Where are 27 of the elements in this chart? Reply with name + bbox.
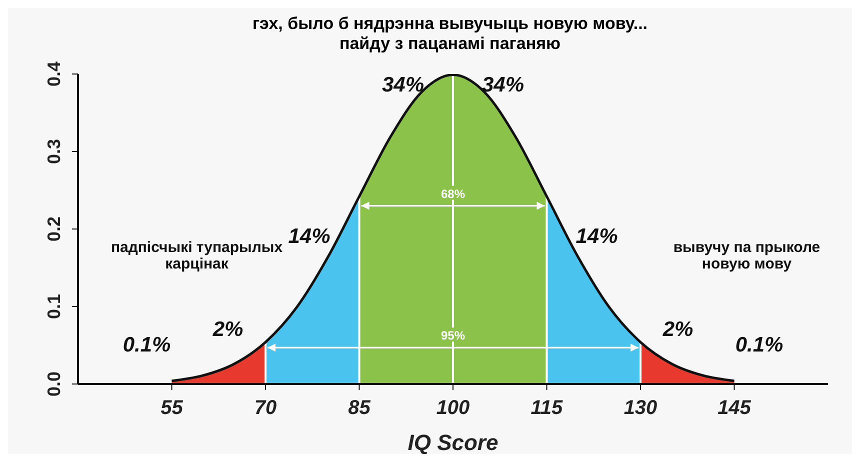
x-tick-label: 55: [160, 397, 184, 419]
annotation: 2%: [662, 317, 694, 340]
annotation: падпісчыкі тупарылых карцінак: [110, 238, 284, 272]
chart-subtitle: пайду з пацанамі паганяю: [338, 34, 562, 54]
y-tick-label: 0.0: [44, 371, 64, 397]
x-tick-label: 100: [436, 397, 470, 419]
y-tick-label: 0.3: [44, 138, 64, 164]
y-tick-label: 0.1: [44, 294, 64, 320]
annotation: 2%: [212, 317, 244, 340]
annotation: 14%: [288, 224, 331, 248]
annotation: 34%: [382, 73, 424, 96]
annotation: 68%: [440, 186, 466, 201]
annotation: 0.1%: [735, 332, 784, 356]
y-tick-label: 0.2: [44, 216, 64, 242]
x-tick-label: 145: [718, 397, 752, 419]
annotation: 34%: [482, 73, 524, 96]
x-tick-label: 85: [348, 397, 372, 419]
annotation: 95%: [440, 328, 466, 343]
y-tick-label: 0.4: [44, 61, 64, 87]
chart-title: гэх, было б нядрэнна вывучыць новую мову...: [251, 14, 649, 34]
annotation: вывучу па прыколе новую мову: [673, 238, 820, 272]
x-axis-title: IQ Score: [408, 430, 498, 455]
x-tick-label: 115: [530, 397, 564, 419]
x-tick-label: 70: [254, 397, 277, 419]
x-tick-label: 130: [624, 397, 658, 419]
annotation: 0.1%: [122, 332, 172, 356]
annotation: 14%: [576, 224, 618, 248]
